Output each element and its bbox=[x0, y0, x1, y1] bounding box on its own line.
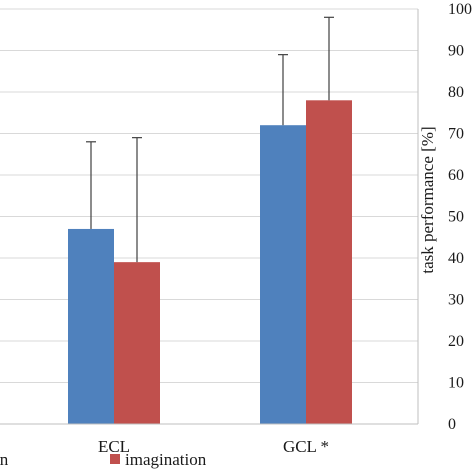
x-tick-labels: ECL GCL * bbox=[98, 437, 329, 456]
legend-label: imagination bbox=[0, 450, 9, 469]
y-tick-label: 50 bbox=[448, 209, 464, 226]
legend-label: imagination bbox=[125, 450, 207, 469]
y-tick-label: 100 bbox=[448, 1, 472, 18]
gridlines bbox=[0, 8, 418, 383]
y-tick-label: 30 bbox=[448, 292, 464, 309]
y-tick-label: 0 bbox=[448, 416, 456, 433]
y-tick-label: 20 bbox=[448, 333, 464, 350]
bar-blue-0 bbox=[68, 228, 114, 424]
y-tick-label: 60 bbox=[448, 167, 464, 184]
bar-red-1 bbox=[306, 100, 352, 425]
y-tick-labels: 0 10 20 30 40 50 60 70 80 90 100 bbox=[448, 1, 472, 433]
bars-group bbox=[68, 100, 352, 425]
y-axis-label: task performance [%] bbox=[418, 126, 437, 273]
x-tick-label: ECL bbox=[98, 437, 130, 456]
x-tick-label: GCL * bbox=[283, 437, 329, 456]
y-tick-label: 40 bbox=[448, 250, 464, 267]
y-tick-label: 80 bbox=[448, 84, 464, 101]
bar-red-0 bbox=[114, 262, 160, 424]
legend: imagination imagination bbox=[0, 450, 207, 469]
y-tick-label: 90 bbox=[448, 43, 464, 60]
y-tick-label: 10 bbox=[448, 375, 464, 392]
error-bars-group bbox=[86, 16, 334, 263]
y-tick-label: 70 bbox=[448, 126, 464, 143]
legend-swatch bbox=[110, 454, 120, 464]
bar-blue-1 bbox=[260, 125, 306, 424]
